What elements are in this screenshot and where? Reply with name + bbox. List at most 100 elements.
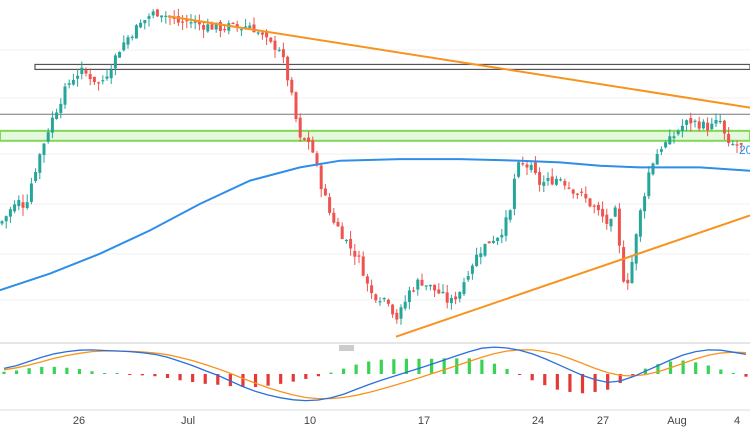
candle-up <box>126 37 130 45</box>
macd-histogram-bar <box>354 364 358 374</box>
candle-up <box>668 136 672 145</box>
candle-down <box>273 40 277 50</box>
candle-down <box>592 205 596 207</box>
candle-down <box>533 162 537 174</box>
candle-down <box>727 133 731 143</box>
candle-down <box>328 197 332 213</box>
candle-down <box>294 92 298 119</box>
macd-histogram-bar <box>706 365 710 374</box>
macd-histogram-bar <box>52 366 56 374</box>
candle-up <box>0 221 4 224</box>
candle-down <box>176 16 180 23</box>
candle-up <box>193 21 197 23</box>
candle-down <box>336 221 340 227</box>
macd-histogram-bar <box>128 374 132 375</box>
x-tick-label: 17 <box>418 415 430 427</box>
trendline <box>167 15 750 109</box>
candle-up <box>25 202 29 209</box>
candle-up <box>428 284 432 287</box>
candle-up <box>424 285 428 287</box>
candle-up <box>227 23 231 31</box>
macd-histogram-bar <box>417 358 421 374</box>
candle-up <box>50 117 54 133</box>
candle-down <box>437 289 441 294</box>
candle-up <box>512 178 516 209</box>
candle-up <box>714 119 718 124</box>
candle-down <box>97 82 101 84</box>
candle-down <box>617 208 621 246</box>
candle-up <box>256 32 260 34</box>
pane-separator[interactable] <box>0 342 750 351</box>
macd-histogram-bar <box>392 359 396 374</box>
macd-histogram-bar <box>631 374 635 376</box>
candle-up <box>214 22 218 30</box>
candle-down <box>571 189 575 194</box>
candle-down <box>349 239 353 249</box>
candle-down <box>622 247 626 282</box>
candle-up <box>685 120 689 125</box>
macd-histogram-bar <box>103 373 107 374</box>
candle-up <box>59 103 63 113</box>
macd-histogram-bar <box>191 374 195 383</box>
candle-up <box>680 125 684 132</box>
candle-up <box>609 219 613 227</box>
candle-down <box>260 32 264 35</box>
candle-down <box>596 204 600 211</box>
candle-up <box>109 70 113 79</box>
candle-up <box>80 67 84 74</box>
candle-up <box>672 136 676 139</box>
macd-histogram-bar <box>90 371 94 374</box>
candle-down <box>332 212 336 223</box>
support-zone <box>0 129 750 142</box>
candle-up <box>483 243 487 256</box>
candle-up <box>479 253 483 258</box>
candle-up <box>130 36 134 38</box>
macd-histogram-bar <box>77 369 82 374</box>
candle-up <box>647 172 651 197</box>
candle-down <box>340 226 344 240</box>
candle-down <box>706 122 710 131</box>
candle-down <box>319 165 323 190</box>
candle-up <box>46 132 50 142</box>
macd-histogram-bar <box>304 374 308 379</box>
candle-down <box>487 241 491 244</box>
candle-up <box>118 51 122 58</box>
macd-histogram-bar <box>543 374 547 386</box>
candle-down <box>550 176 554 185</box>
candle-up <box>248 25 252 28</box>
candle-up <box>55 112 59 119</box>
candle-up <box>470 265 474 274</box>
x-tick-label: 24 <box>532 415 544 427</box>
candle-down <box>315 153 319 165</box>
candle-up <box>105 76 109 79</box>
candle-down <box>172 17 176 19</box>
candle-down <box>92 76 96 83</box>
candle-up <box>101 80 105 82</box>
candle-down <box>202 25 206 30</box>
candle-up <box>344 239 348 242</box>
candle-down <box>538 172 542 185</box>
macd-histogram-bar <box>329 372 333 374</box>
candle-down <box>21 202 25 208</box>
candle-up <box>189 22 193 24</box>
candle-down <box>420 279 424 286</box>
macd-histogram-bar <box>165 374 170 379</box>
candle-up <box>441 291 445 294</box>
candle-down <box>454 296 458 300</box>
candle-up <box>382 297 386 300</box>
candle-down <box>386 299 390 304</box>
macd-histogram-bar <box>140 374 144 376</box>
x-tick-label: Jul <box>181 415 195 427</box>
candle-up <box>139 22 143 28</box>
candle-down <box>391 304 395 315</box>
candle-down <box>588 198 592 207</box>
candle-up <box>504 217 508 236</box>
candle-down <box>605 214 609 224</box>
candle-up <box>655 154 659 165</box>
candle-up <box>613 207 617 217</box>
candle-down <box>739 143 743 145</box>
x-tick-label: Aug <box>667 415 687 427</box>
pane-resize-handle-icon[interactable] <box>339 345 354 351</box>
macd-histogram-bar <box>253 374 258 387</box>
candle-up <box>134 25 138 39</box>
